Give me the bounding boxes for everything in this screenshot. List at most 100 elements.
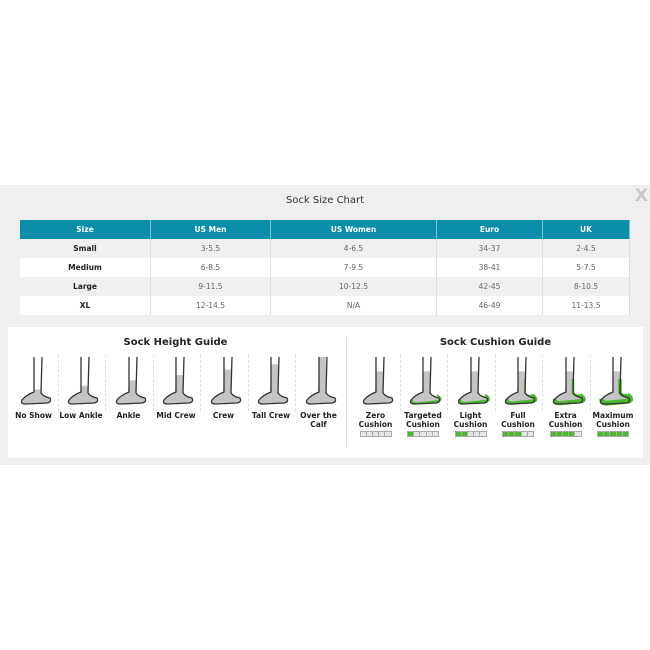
meter-segment [556, 432, 563, 436]
meter-segment [521, 432, 528, 436]
cushion-label: Light Cushion [453, 411, 488, 429]
table-cell: Small [20, 239, 151, 258]
meter-segment [372, 432, 380, 436]
cushion-guide-item: Light Cushion [447, 355, 494, 437]
meter-segment [604, 432, 611, 436]
meter-segment [408, 432, 415, 436]
section-divider [346, 337, 347, 447]
height-guide-item: No Show [10, 355, 57, 420]
height-label: Tall Crew [251, 411, 291, 420]
meter-segment [610, 432, 617, 436]
meter-segment [379, 432, 386, 436]
column-separator [57, 355, 59, 411]
table-cell: XL [20, 296, 151, 315]
size-table: Size US Men US Women Euro UK Small 3-5.5 4… [20, 220, 630, 315]
meter-segment [509, 432, 516, 436]
low-ankle-sock-icon [58, 355, 105, 407]
cushion-level-meter [502, 431, 534, 437]
col-header: Size [20, 220, 151, 239]
cushion-level-meter [359, 431, 392, 437]
column-separator [295, 355, 296, 411]
column-separator [589, 355, 591, 411]
no-show-sock-icon [10, 355, 57, 407]
table-cell: Medium [20, 258, 151, 277]
table-cell: 11-13.5 [542, 296, 630, 315]
height-guide-item: Ankle [105, 355, 152, 420]
column-separator [494, 355, 496, 411]
table-row: Small 3-5.5 4-6.5 34-37 2-4.5 [20, 239, 630, 258]
table-cell: 5-7.5 [542, 258, 630, 277]
meter-segment [527, 432, 534, 436]
extra-cushion-sock-icon [542, 355, 589, 407]
table-cell: 9-11.5 [150, 277, 271, 296]
table-cell: 7-9.5 [270, 258, 437, 277]
table-cell: 38-41 [436, 258, 543, 277]
cushion-guide-item: Maximum Cushion [590, 355, 637, 437]
tall-crew-sock-icon [248, 355, 295, 407]
cushion-level-meter [549, 431, 582, 437]
table-row: XL 12-14.5 N/A 46-49 11-13.5 [20, 296, 630, 315]
close-button[interactable]: X [634, 186, 648, 206]
column-separator [542, 355, 543, 411]
col-header: US Women [270, 220, 437, 239]
table-cell: 46-49 [436, 296, 543, 315]
zero-cushion-sock-icon [352, 355, 399, 407]
table-cell: 8-10.5 [542, 277, 630, 296]
meter-segment [515, 432, 522, 436]
column-separator [105, 355, 106, 411]
cushion-level-meter [407, 431, 439, 437]
meter-segment [366, 432, 373, 436]
cushion-label: Maximum Cushion [592, 411, 634, 429]
mid-crew-sock-icon [153, 355, 200, 407]
maximum-cushion-sock-icon [590, 355, 637, 407]
meter-segment [616, 432, 623, 436]
light-cushion-sock-icon [447, 355, 494, 407]
column-separator [247, 355, 249, 411]
height-label: Low Ankle [59, 411, 103, 420]
table-cell: 34-37 [436, 239, 543, 258]
cushion-guide-item: Targeted Cushion [400, 355, 447, 437]
table-cell: 42-45 [436, 277, 543, 296]
cushion-label: Targeted Cushion [404, 411, 442, 429]
table-row: Large 9-11.5 10-12.5 42-45 8-10.5 [20, 277, 630, 296]
meter-segment [455, 432, 462, 436]
table-cell: N/A [270, 296, 437, 315]
height-guide-item: Over the Calf [295, 355, 342, 429]
full-cushion-sock-icon [495, 355, 542, 407]
meter-segment [575, 432, 581, 436]
table-cell: 10-12.5 [270, 277, 437, 296]
guides-panel: Sock Height Guide Sock Cushion Guide No … [8, 327, 643, 458]
cushion-guide-item: Zero Cushion [352, 355, 399, 437]
meter-segment [562, 432, 570, 436]
meter-segment [432, 432, 439, 436]
table-cell: 6-8.5 [150, 258, 271, 277]
column-separator [152, 355, 154, 411]
cushion-label: Zero Cushion [358, 411, 393, 429]
height-label: Ankle [116, 411, 141, 420]
meter-segment [550, 432, 557, 436]
height-label: Over the Calf [300, 411, 337, 429]
height-guide-item: Mid Crew [153, 355, 200, 420]
meter-segment [480, 432, 486, 436]
meter-segment [461, 432, 468, 436]
meter-segment [503, 432, 510, 436]
cushion-guide-item: Full Cushion [495, 355, 542, 437]
height-label: Crew [212, 411, 235, 420]
height-guide-item: Tall Crew [248, 355, 295, 420]
meter-segment [598, 432, 605, 436]
meter-segment [420, 432, 427, 436]
meter-segment [426, 432, 433, 436]
meter-segment [474, 432, 481, 436]
height-guide-item: Low Ankle [58, 355, 105, 420]
column-separator [200, 355, 201, 411]
meter-segment [360, 432, 367, 436]
meter-segment [622, 432, 629, 436]
cushion-level-meter [454, 431, 487, 437]
col-header: US Men [150, 220, 271, 239]
column-separator [399, 355, 401, 411]
table-cell: 12-14.5 [150, 296, 271, 315]
cushion-label: Extra Cushion [548, 411, 583, 429]
height-guide-title: Sock Height Guide [123, 337, 228, 348]
meter-segment [569, 432, 576, 436]
cushion-label: Full Cushion [501, 411, 535, 429]
